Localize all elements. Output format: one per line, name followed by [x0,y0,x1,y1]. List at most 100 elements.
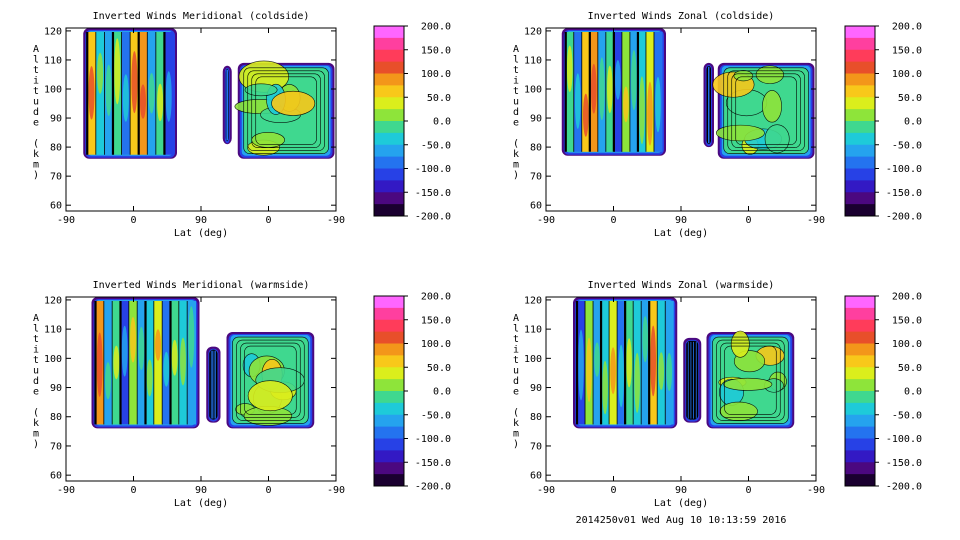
contour-block [683,337,702,423]
colorbar: 200.0 150.0 100.0 50.0 0.0 -50.0 -100.0 -150.0 -… [373,292,451,493]
colorbar-label: -150.0 [886,458,922,469]
colorbar: 200.0 150.0 100.0 50.0 0.0 -50.0 -100.0 -150.0 -… [844,22,922,223]
contour-blob [730,330,750,358]
contour-band [641,301,650,425]
colorbar-label: -200.0 [886,212,922,223]
contour-blob [105,64,112,117]
contour-blob [650,325,657,397]
contour-line [251,73,321,149]
contour-blob [138,326,145,371]
colorbar-label: -150.0 [415,188,451,199]
colorbar-swatch [845,37,875,51]
y-tick-label: 80 [50,143,62,154]
colorbar-swatch [374,391,404,404]
contour-line [247,70,325,152]
colorbar-swatch [374,438,404,451]
colorbar-swatch [374,121,404,134]
x-tick-label: 0 [265,485,271,496]
x-tick-label: -90 [57,485,75,496]
colorbar-swatch [374,156,404,169]
colorbar-swatch [374,474,404,487]
contour-block [234,60,335,159]
colorbar-label: 150.0 [421,315,451,326]
contour-block [222,65,232,145]
colorbar-label: 0.0 [433,387,451,398]
colorbar-swatch [374,414,404,428]
colorbar-label: 200.0 [892,292,922,303]
contour-blob [131,51,138,114]
colorbar-swatch [845,156,875,169]
colorbar-swatch [374,109,404,122]
chart-title: Inverted Winds Zonal (coldside) [588,11,775,22]
colorbar-swatch [374,319,404,333]
colorbar: 200.0 150.0 100.0 50.0 0.0 -50.0 -100.0 -150.0 -… [373,22,451,223]
contour-blob [139,84,146,119]
footer-timestamp: 2014250v01 Wed Aug 10 10:13:59 2016 [576,515,787,526]
contour-blob [658,352,665,390]
chart-title: Inverted Winds Zonal (warmside) [588,280,775,291]
chart-title: Inverted Winds Meridional (warmside) [93,280,310,291]
colorbar-swatch [374,307,404,321]
colorbar-swatch [374,132,404,146]
y-tick-label: 90 [50,114,62,125]
colorbar-label: 150.0 [892,315,922,326]
y-tick-label: 70 [530,172,542,183]
colorbar-swatch [374,204,404,217]
contour-blob [155,329,161,361]
colorbar-swatch [374,180,404,193]
colorbar-swatch [374,85,404,98]
contour-blob [607,65,613,114]
colorbar-swatch [374,355,404,368]
y-tick-label: 80 [530,412,542,423]
contour-line [724,345,777,415]
contour-blob [146,359,153,397]
contour-blob [97,52,104,94]
colorbar-swatch [845,26,875,39]
colorbar-swatch [374,402,404,416]
contour-blob [591,63,597,114]
contour-blob [599,57,605,121]
contour-blob [165,71,172,122]
contour-line [240,342,301,418]
colorbar-label: -50.0 [892,140,922,151]
chart-panel-1: Inverted Winds Meridional (coldside) -90 0… [33,11,345,239]
colorbar-label: 200.0 [421,292,451,303]
colorbar-label: 50.0 [427,93,451,104]
y-tick-label: 100 [44,85,62,96]
contour-band [153,301,163,425]
contour-blob [642,316,648,363]
y-tick-label: 80 [50,412,62,423]
colorbar-label: -100.0 [415,164,451,175]
contour-line [236,339,305,421]
colorbar-swatch [845,391,875,404]
contour-blob [271,90,316,116]
contour-block [91,297,200,429]
colorbar-swatch [845,296,875,309]
contour-blob [626,338,632,388]
contour-line [255,76,317,146]
y-tick-label: 120 [44,26,62,37]
x-tick-label: -90 [327,485,345,496]
y-tick-label: 90 [50,383,62,394]
contour-blob [247,380,293,412]
contour-line [243,67,329,155]
contour-blob [623,86,629,123]
colorbar-swatch [374,426,404,439]
colorbar-swatch [374,296,404,309]
y-tick-label: 70 [50,172,62,183]
x-tick-label: -90 [807,215,825,226]
colorbar-swatch [845,192,875,205]
x-tick-label: 90 [195,215,207,226]
colorbar-swatch [845,414,875,428]
colorbar-label: 100.0 [892,69,922,80]
contour-band [581,32,591,152]
y-tick-label: 120 [44,295,62,306]
colorbar: 200.0 150.0 100.0 50.0 0.0 -50.0 -100.0 -150.0 -… [844,292,922,493]
colorbar-swatch [845,367,875,380]
x-tick-label: 0 [745,485,751,496]
contour-blob [582,93,589,137]
contour-blob [610,347,616,395]
contour-blob [148,72,155,114]
colorbar-label: 0.0 [904,117,922,128]
